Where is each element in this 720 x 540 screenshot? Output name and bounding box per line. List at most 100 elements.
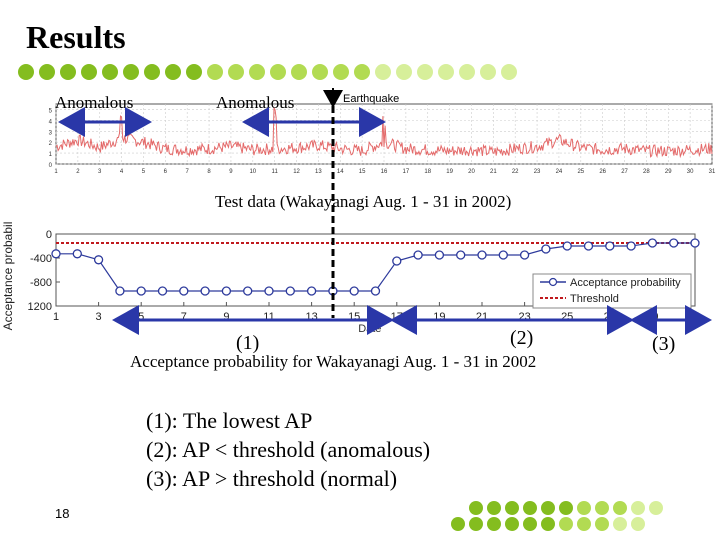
slide-title: Results bbox=[26, 19, 126, 55]
signal-x-tick-label: 26 bbox=[599, 169, 606, 175]
decorative-dot bbox=[505, 517, 519, 531]
ap-data-point bbox=[647, 238, 658, 248]
ap-data-point bbox=[690, 238, 700, 248]
ap-data-point bbox=[370, 286, 381, 296]
legend-ap-marker bbox=[548, 277, 558, 287]
note-item: (2): AP < threshold (anomalous) bbox=[146, 437, 431, 462]
ap-data-point bbox=[669, 238, 679, 248]
signal-x-tick-label: 2 bbox=[76, 169, 80, 175]
ap-data-point bbox=[285, 286, 295, 296]
page-number: 18 bbox=[55, 506, 70, 521]
ap-y-tick-label: -800 bbox=[30, 277, 52, 289]
earthquake-label: Earthquake bbox=[343, 93, 400, 105]
signal-x-tick-label: 24 bbox=[556, 169, 563, 175]
note-item: (3): AP > threshold (normal) bbox=[146, 466, 398, 491]
ap-y-tick-label: 1200 bbox=[28, 301, 52, 313]
signal-x-tick-label: 27 bbox=[621, 169, 628, 175]
ap-data-point bbox=[221, 286, 232, 296]
signal-x-tick-label: 4 bbox=[120, 169, 124, 175]
signal-x-tick-label: 14 bbox=[337, 169, 344, 175]
ap-data-point bbox=[51, 249, 61, 259]
ap-data-point bbox=[456, 250, 466, 260]
notes-list: (1): The lowest AP (2): AP < threshold (… bbox=[146, 406, 430, 493]
decorative-dot bbox=[613, 501, 627, 515]
legend-ap-label: Acceptance probability bbox=[570, 277, 681, 289]
decorative-dot bbox=[102, 64, 118, 80]
ap-data-point bbox=[434, 250, 445, 260]
ap-data-point bbox=[583, 241, 594, 251]
decorative-dot bbox=[469, 517, 483, 531]
ap-data-point bbox=[477, 250, 487, 260]
decorative-dot bbox=[577, 517, 591, 531]
signal-x-tick-label: 19 bbox=[446, 169, 453, 175]
signal-x-tick-label: 10 bbox=[249, 169, 256, 175]
ap-y-tick-label: 0 bbox=[46, 229, 52, 241]
signal-x-tick-label: 8 bbox=[207, 169, 211, 175]
signal-x-tick-label: 25 bbox=[577, 169, 584, 175]
decorative-dot bbox=[631, 501, 645, 515]
ap-data-point bbox=[626, 241, 636, 251]
decorative-dot-band-bottom bbox=[451, 501, 663, 531]
ap-data-point bbox=[519, 250, 530, 260]
decorative-dot bbox=[523, 517, 537, 531]
decorative-dot bbox=[165, 64, 181, 80]
ap-caption: Acceptance probability for Wakayanagi Au… bbox=[130, 352, 537, 371]
signal-x-tick-label: 15 bbox=[359, 169, 366, 175]
signal-x-tick-label: 23 bbox=[534, 169, 541, 175]
signal-y-tick-label: 2 bbox=[49, 141, 53, 147]
signal-x-tick-label: 9 bbox=[229, 169, 233, 175]
decorative-dot bbox=[487, 517, 501, 531]
ap-data-point bbox=[605, 241, 615, 251]
decorative-dot bbox=[207, 64, 223, 80]
signal-x-tick-label: 11 bbox=[272, 169, 279, 175]
decorative-dot bbox=[505, 501, 519, 515]
decorative-dot bbox=[541, 501, 555, 515]
signal-x-tick-label: 17 bbox=[403, 169, 410, 175]
decorative-dot bbox=[459, 64, 475, 80]
decorative-dot bbox=[577, 501, 591, 515]
signal-y-tick-label: 1 bbox=[49, 152, 53, 158]
ap-data-point bbox=[306, 286, 317, 296]
signal-x-tick-label: 21 bbox=[490, 169, 497, 175]
signal-y-tick-label: 4 bbox=[49, 119, 53, 125]
decorative-dot bbox=[649, 501, 663, 515]
decorative-dot bbox=[523, 501, 537, 515]
decorative-dot bbox=[291, 64, 307, 80]
decorative-dot bbox=[541, 517, 555, 531]
decorative-dot bbox=[480, 64, 496, 80]
signal-x-tick-label: 13 bbox=[315, 169, 322, 175]
decorative-dot bbox=[631, 517, 645, 531]
decorative-dot bbox=[595, 501, 609, 515]
ap-data-point bbox=[115, 286, 125, 296]
acceptance-probability-points bbox=[51, 238, 700, 296]
ap-x-tick-label: 1 bbox=[53, 311, 59, 323]
decorative-dot bbox=[186, 64, 202, 80]
decorative-dot bbox=[487, 501, 501, 515]
signal-x-tick-label: 28 bbox=[643, 169, 650, 175]
chart-legend: Acceptance probability Threshold bbox=[532, 273, 692, 309]
decorative-dot bbox=[559, 501, 573, 515]
ap-data-point bbox=[136, 286, 146, 296]
decorative-dot bbox=[123, 64, 139, 80]
decorative-dot bbox=[18, 64, 34, 80]
signal-y-tick-label: 5 bbox=[49, 108, 53, 114]
ap-data-point bbox=[157, 286, 168, 296]
decorative-dot bbox=[81, 64, 97, 80]
signal-y-tick-label: 3 bbox=[49, 130, 53, 136]
ap-data-point bbox=[243, 286, 253, 296]
decorative-dot bbox=[333, 64, 349, 80]
ap-data-point bbox=[562, 241, 572, 251]
ap-data-point bbox=[413, 250, 423, 260]
signal-x-tick-label: 22 bbox=[512, 169, 519, 175]
region-2-label: (2) bbox=[510, 327, 534, 349]
decorative-dot bbox=[417, 64, 433, 80]
decorative-dot bbox=[228, 64, 244, 80]
test-data-caption: Test data (Wakayanagi Aug. 1 - 31 in 200… bbox=[215, 192, 512, 211]
decorative-dot bbox=[354, 64, 370, 80]
legend-threshold-label: Threshold bbox=[570, 293, 619, 305]
ap-x-tick-label: 3 bbox=[96, 311, 102, 323]
legend-box bbox=[532, 273, 692, 309]
decorative-dot-band-top bbox=[18, 64, 517, 80]
ap-y-axis-label: Acceptance probability bbox=[1, 222, 15, 330]
